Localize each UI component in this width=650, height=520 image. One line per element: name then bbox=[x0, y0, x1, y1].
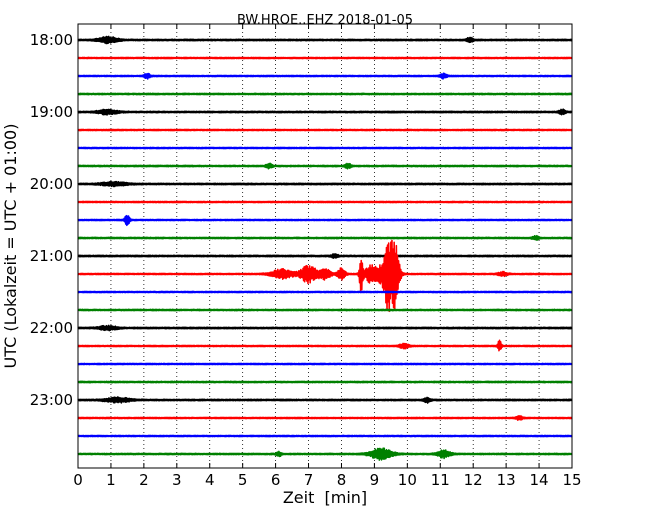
y-tick-label: 19:00 bbox=[30, 103, 73, 121]
trace-line-2345 bbox=[77, 447, 573, 461]
y-tick-label: 20:00 bbox=[30, 175, 73, 193]
x-tick-label: 4 bbox=[205, 471, 215, 489]
x-tick-label: 6 bbox=[271, 471, 281, 489]
trace-line-2100 bbox=[77, 253, 573, 259]
trace-line-1915 bbox=[77, 128, 573, 132]
trace-line-2200 bbox=[77, 324, 573, 332]
trace-line-1845 bbox=[77, 92, 573, 96]
trace-line-2230 bbox=[77, 362, 573, 366]
trace-line-2145 bbox=[77, 308, 573, 312]
x-tick-label: 8 bbox=[337, 471, 347, 489]
x-tick-label: 10 bbox=[398, 471, 417, 489]
x-tick-label: 12 bbox=[464, 471, 483, 489]
trace-line-2215 bbox=[77, 339, 573, 352]
y-tick-label: 18:00 bbox=[30, 31, 73, 49]
x-tick-label: 2 bbox=[139, 471, 149, 489]
trace-line-2045 bbox=[77, 234, 573, 241]
trace-line-2015 bbox=[77, 200, 573, 204]
trace-line-2115 bbox=[77, 239, 573, 313]
x-tick-label: 13 bbox=[497, 471, 516, 489]
trace-line-2000 bbox=[77, 180, 573, 188]
y-tick-label: 22:00 bbox=[30, 319, 73, 337]
trace-line-1815 bbox=[77, 56, 573, 60]
trace-line-1930 bbox=[77, 146, 573, 150]
trace-line-2130 bbox=[77, 290, 573, 294]
y-tick-label: 21:00 bbox=[30, 247, 73, 265]
trace-line-1800 bbox=[77, 35, 573, 45]
trace-line-2245 bbox=[77, 380, 573, 384]
grid-layer bbox=[110, 24, 540, 468]
y-axis-label: UTC (Lokalzeit = UTC + 01:00) bbox=[1, 124, 20, 369]
trace-line-1945 bbox=[77, 162, 573, 170]
x-tick-label: 7 bbox=[304, 471, 314, 489]
x-tick-label: 5 bbox=[238, 471, 248, 489]
x-tick-label: 15 bbox=[562, 471, 581, 489]
chart-title: BW.HROE..EHZ 2018-01-05 bbox=[237, 13, 413, 28]
trace-layer bbox=[77, 35, 573, 461]
trace-line-1900 bbox=[77, 108, 573, 116]
x-tick-label: 0 bbox=[73, 471, 83, 489]
x-tick-label: 9 bbox=[370, 471, 380, 489]
y-tick-label: 23:00 bbox=[30, 391, 73, 409]
x-tick-label: 1 bbox=[106, 471, 116, 489]
x-axis: 0 1 2 3 4 5 6 7 8 9 10 11 12 13 14 15 bbox=[73, 24, 582, 489]
x-tick-label: 11 bbox=[431, 471, 450, 489]
trace-line-1830 bbox=[77, 72, 573, 80]
trace-line-2315 bbox=[77, 415, 573, 421]
trace-line-2330 bbox=[77, 434, 573, 438]
trace-line-2300 bbox=[77, 396, 573, 404]
trace-line-2030 bbox=[77, 214, 573, 227]
y-axis: 18:00 19:00 20:00 21:00 22:00 23:00 bbox=[30, 31, 572, 409]
x-tick-label: 3 bbox=[172, 471, 182, 489]
plot-frame bbox=[77, 23, 573, 469]
x-axis-label: Zeit [min] bbox=[283, 488, 367, 507]
x-tick-label: 14 bbox=[530, 471, 549, 489]
